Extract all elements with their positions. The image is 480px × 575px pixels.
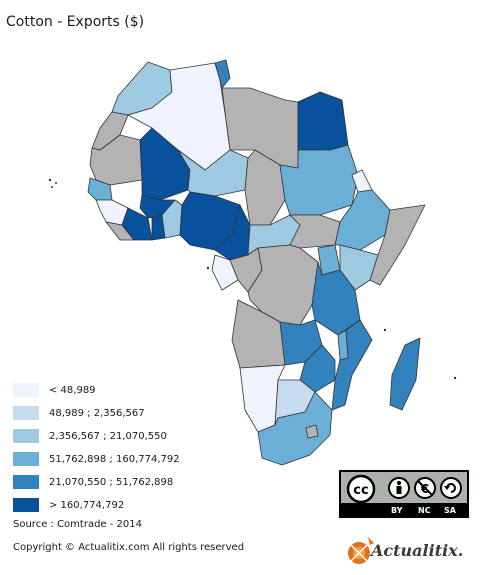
region-mozambique [331,319,373,411]
legend-item: > 160,774,792 [13,498,124,512]
legend-item: < 48,989 [13,383,96,397]
cc-icons: cc € [346,474,462,504]
region-south-africa [257,391,333,466]
svg-text:cc: cc [353,483,368,498]
island-mauritius [453,376,457,380]
cc-nc-label: NC [418,506,431,515]
legend-swatch [13,429,39,443]
region-ethiopia [334,189,391,251]
sa-icon [440,477,462,499]
actualitix-logo-icon [348,537,374,564]
legend-label: 51,762,898 ; 160,774,792 [49,453,180,465]
legend-item: 48,989 ; 2,356,567 [13,406,145,420]
region-egypt [297,91,349,151]
legend-label: 21,070,550 ; 51,762,898 [49,476,174,488]
legend-swatch [13,498,39,512]
cc-label-bar [341,503,467,516]
island-sao-tome [206,266,210,270]
region-niger [177,149,249,197]
legend-item: 2,356,567 ; 21,070,550 [13,429,167,443]
map-title: Cotton - Exports ($) [6,14,145,30]
cc-icon [346,474,376,504]
legend-label: < 48,989 [49,384,96,396]
cc-by-label: BY [391,506,403,515]
legend-item: 51,762,898 ; 160,774,792 [13,452,180,466]
legend-label: 48,989 ; 2,356,567 [49,407,145,419]
region-lesotho [305,424,319,439]
island-cape-verde [48,178,52,182]
region-tunisia [214,59,231,89]
legend-label: > 160,774,792 [49,499,125,511]
actualitix-logo-text: Actualitix. [371,541,464,560]
region-south-sudan [289,214,341,249]
legend-swatch [13,383,39,397]
region-chad [244,149,286,226]
cc-sa-label: SA [444,506,456,515]
legend-label: 2,356,567 ; 21,070,550 [49,430,167,442]
region-uganda [317,244,341,276]
legend-swatch [13,452,39,466]
svg-text:€: € [420,482,429,496]
region-madagascar [389,337,421,411]
legend-swatch [13,406,39,420]
legend-item: 21,070,550 ; 51,762,898 [13,475,173,489]
island-comoros [383,328,387,332]
legend-swatch [13,475,39,489]
cc-license-badge[interactable]: cc € BY NC SA [339,470,469,518]
copyright-text: Copyright © Actualitix.com All rights re… [13,542,245,553]
source-text: Source : Comtrade - 2014 [13,519,142,530]
region-ivory-coast [121,207,153,241]
